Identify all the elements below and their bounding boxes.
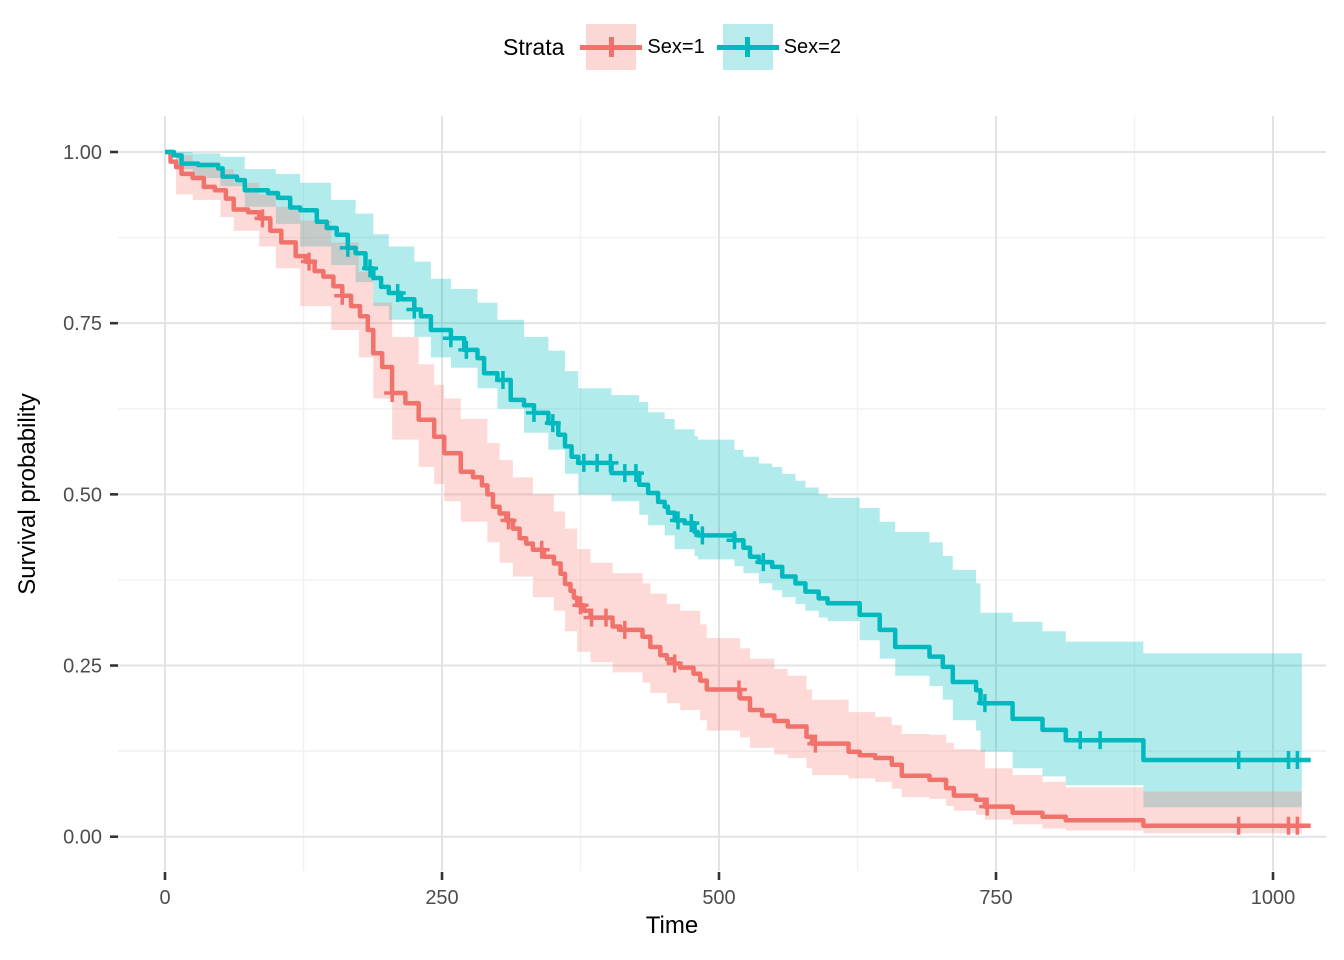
legend-label: Sex=1: [647, 35, 705, 58]
y-tick-label: 0.00: [63, 827, 102, 849]
x-tick-label: 250: [425, 887, 458, 909]
confidence-ribbon-sex-1: [165, 152, 1302, 834]
legend-entry-sex-1: Sex=1: [580, 24, 705, 70]
legend-label: Sex=2: [783, 35, 841, 58]
x-tick-label: 0: [159, 887, 170, 909]
legend-entry-sex-2: Sex=2: [716, 24, 841, 70]
survival-curve-sex-1: [165, 149, 1311, 828]
x-tick-label: 750: [979, 887, 1012, 909]
y-tick-label: 0.75: [63, 313, 102, 335]
survival-curve-sex-2: [165, 149, 1311, 763]
legend: Strata Sex=1 Sex=2: [0, 24, 1344, 70]
censor-plus-vbar: [608, 37, 614, 57]
y-tick-label: 0.25: [63, 656, 102, 678]
y-axis-title: Survival probability: [14, 393, 41, 595]
x-axis-title: Time: [645, 912, 699, 939]
y-tick-label: 0.50: [63, 484, 102, 506]
y-tick-label: 1.00: [63, 142, 102, 164]
x-tick-label: 1000: [1251, 887, 1296, 909]
legend-title: Strata: [503, 33, 565, 60]
x-tick-label: 500: [702, 887, 735, 909]
legend-key-censor-plus-icon: [716, 24, 779, 70]
censor-plus-vbar: [745, 37, 751, 57]
confidence-ribbon-sex-2: [165, 152, 1302, 808]
legend-key-censor-plus-icon: [580, 24, 643, 70]
